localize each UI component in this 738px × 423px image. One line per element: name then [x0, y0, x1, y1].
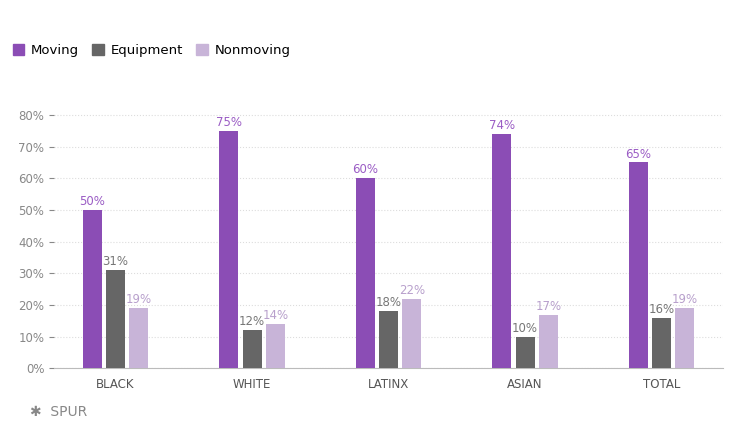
- Text: 50%: 50%: [80, 195, 106, 208]
- Text: 60%: 60%: [352, 163, 379, 176]
- Bar: [129, 308, 148, 368]
- Text: 12%: 12%: [239, 316, 265, 328]
- Bar: [539, 315, 558, 368]
- Bar: [106, 270, 125, 368]
- Bar: [629, 162, 648, 368]
- Bar: [516, 337, 534, 368]
- Text: 18%: 18%: [376, 297, 401, 310]
- Bar: [652, 318, 671, 368]
- Bar: [356, 178, 375, 368]
- Text: 19%: 19%: [125, 293, 152, 306]
- Text: 10%: 10%: [512, 322, 538, 335]
- Text: 75%: 75%: [216, 116, 242, 129]
- Bar: [243, 330, 262, 368]
- Text: 16%: 16%: [649, 303, 675, 316]
- Text: 22%: 22%: [399, 284, 425, 297]
- Text: 19%: 19%: [672, 293, 698, 306]
- Text: ✱  SPUR: ✱ SPUR: [30, 405, 87, 419]
- Bar: [266, 324, 285, 368]
- Bar: [219, 131, 238, 368]
- Bar: [492, 134, 511, 368]
- Text: 74%: 74%: [489, 119, 515, 132]
- Bar: [675, 308, 694, 368]
- Legend: Moving, Equipment, Nonmoving: Moving, Equipment, Nonmoving: [7, 39, 296, 62]
- Text: 65%: 65%: [625, 148, 652, 161]
- Bar: [83, 210, 102, 368]
- Text: 31%: 31%: [103, 255, 128, 268]
- Text: 17%: 17%: [535, 299, 562, 313]
- Text: 14%: 14%: [262, 309, 289, 322]
- Bar: [379, 311, 398, 368]
- Bar: [402, 299, 421, 368]
